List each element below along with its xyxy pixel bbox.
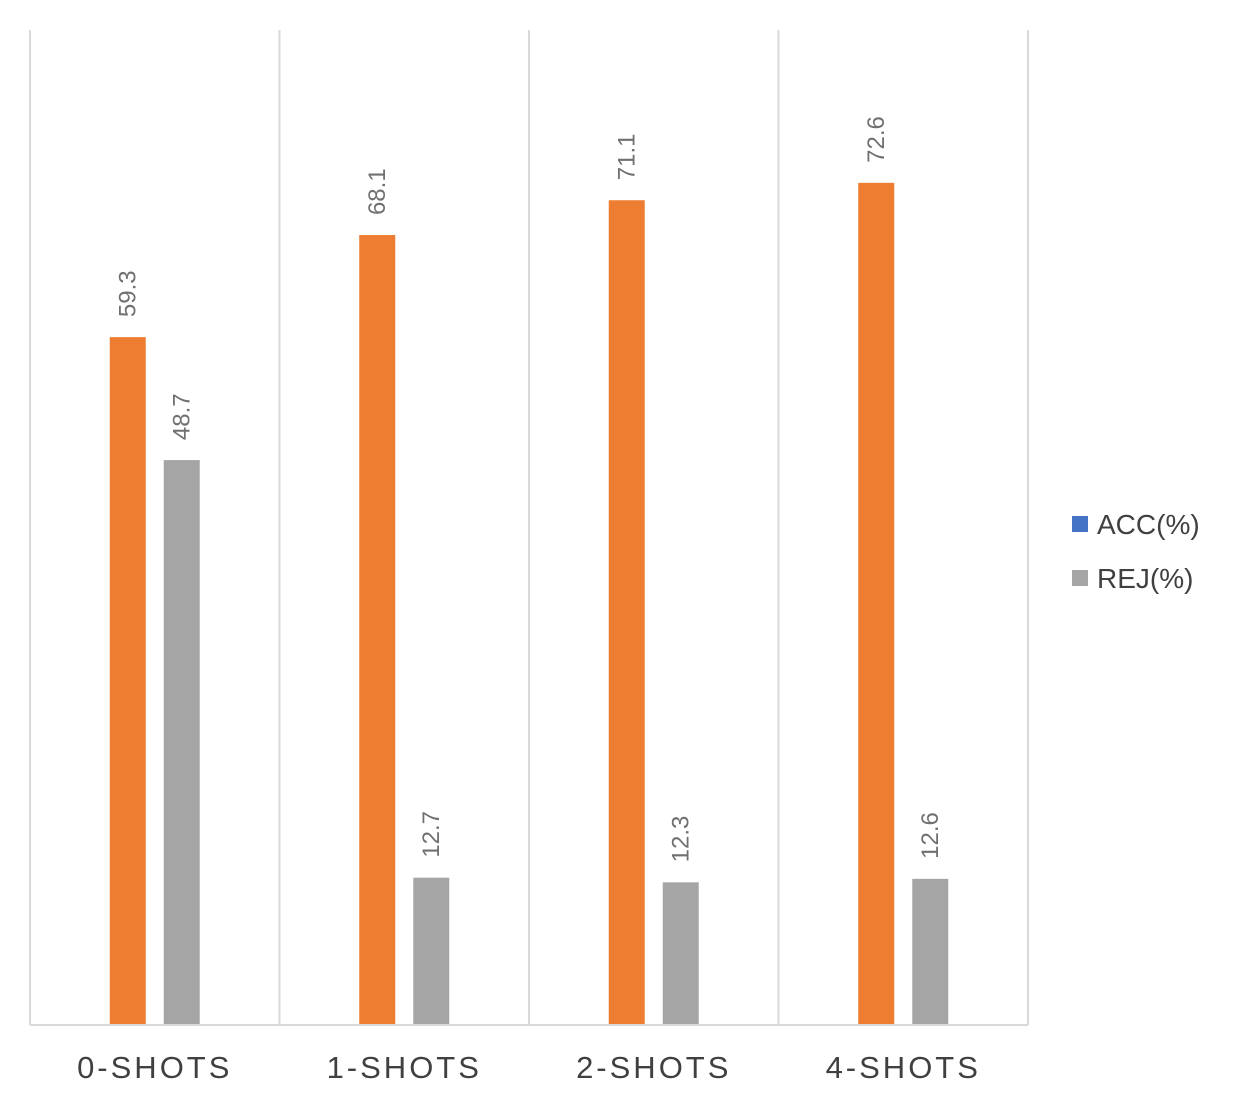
legend-label-acc: ACC(%) xyxy=(1097,509,1200,540)
bar-rej-1-shots xyxy=(413,877,450,1025)
data-label-rej-0-shots: 48.7 xyxy=(169,393,196,440)
data-labels: 59.3 48.7 68.1 12.7 71.1 12.3 72.6 12.6 xyxy=(115,116,945,862)
data-label-rej-1-shots: 12.7 xyxy=(418,811,445,858)
bar-acc-2-shots xyxy=(608,200,645,1026)
x-tick-label: 0-SHOTS xyxy=(77,1050,232,1085)
bars xyxy=(109,182,949,1026)
data-label-acc-0-shots: 59.3 xyxy=(115,270,142,317)
legend-label-rej: REJ(%) xyxy=(1097,563,1193,594)
x-tick-label: 1-SHOTS xyxy=(327,1050,482,1085)
gridlines xyxy=(29,30,1029,1025)
bar-acc-1-shots xyxy=(359,235,396,1026)
x-tick-label: 2-SHOTS xyxy=(576,1050,731,1085)
bar-rej-4-shots xyxy=(912,878,949,1025)
legend: ACC(%) REJ(%) xyxy=(1072,509,1200,594)
data-label-acc-2-shots: 71.1 xyxy=(614,134,641,181)
bar-rej-0-shots xyxy=(163,460,200,1026)
x-axis-tick-labels: 0-SHOTS 1-SHOTS 2-SHOTS 4-SHOTS xyxy=(77,1050,981,1085)
data-label-rej-2-shots: 12.3 xyxy=(668,816,695,863)
bar-rej-2-shots xyxy=(662,882,699,1025)
data-label-acc-1-shots: 68.1 xyxy=(364,168,391,215)
data-label-rej-4-shots: 12.6 xyxy=(917,812,944,859)
x-tick-label: 4-SHOTS xyxy=(826,1050,981,1085)
legend-swatch-rej xyxy=(1072,570,1088,586)
data-label-acc-4-shots: 72.6 xyxy=(863,116,890,163)
bar-acc-4-shots xyxy=(858,182,895,1026)
legend-swatch-acc xyxy=(1072,516,1088,532)
bar-acc-0-shots xyxy=(109,337,146,1025)
